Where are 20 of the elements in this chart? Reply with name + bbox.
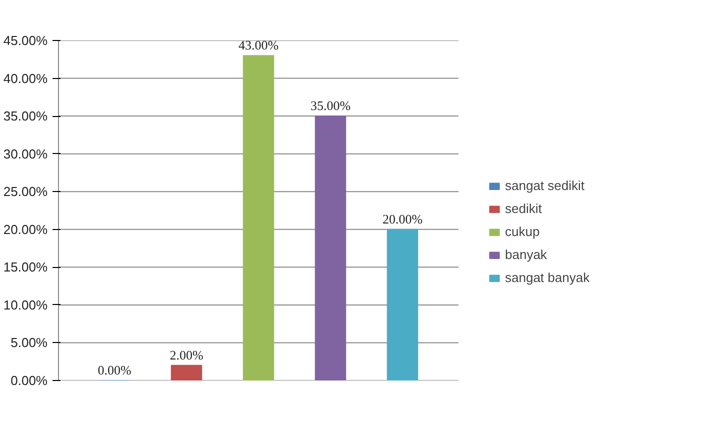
data-label: 0.00% xyxy=(98,362,132,378)
legend-label: sangat sedikit xyxy=(505,178,584,193)
data-label: 35.00% xyxy=(310,98,351,114)
data-label: 43.00% xyxy=(238,38,279,53)
data-label: 2.00% xyxy=(170,347,204,362)
y-tick-label: 45.00% xyxy=(3,33,48,48)
y-tick-label: 10.00% xyxy=(3,297,48,312)
y-tick-label: 35.00% xyxy=(3,108,48,124)
y-tick-label: 5.00% xyxy=(10,335,48,350)
y-tick-label: 25.00% xyxy=(3,184,48,200)
legend-label: cukup xyxy=(505,224,540,239)
legend-label: sedikit xyxy=(505,201,542,216)
legend-label: sangat banyak xyxy=(505,270,590,285)
y-tick-label: 15.00% xyxy=(3,260,48,275)
data-label: 20.00% xyxy=(382,211,423,226)
y-tick-label: 0.00% xyxy=(10,373,48,388)
y-tick-label: 30.00% xyxy=(3,146,48,162)
y-tick-label: 20.00% xyxy=(3,222,48,237)
legend-label: banyak xyxy=(505,247,547,262)
y-tick-label: 40.00% xyxy=(3,70,48,86)
